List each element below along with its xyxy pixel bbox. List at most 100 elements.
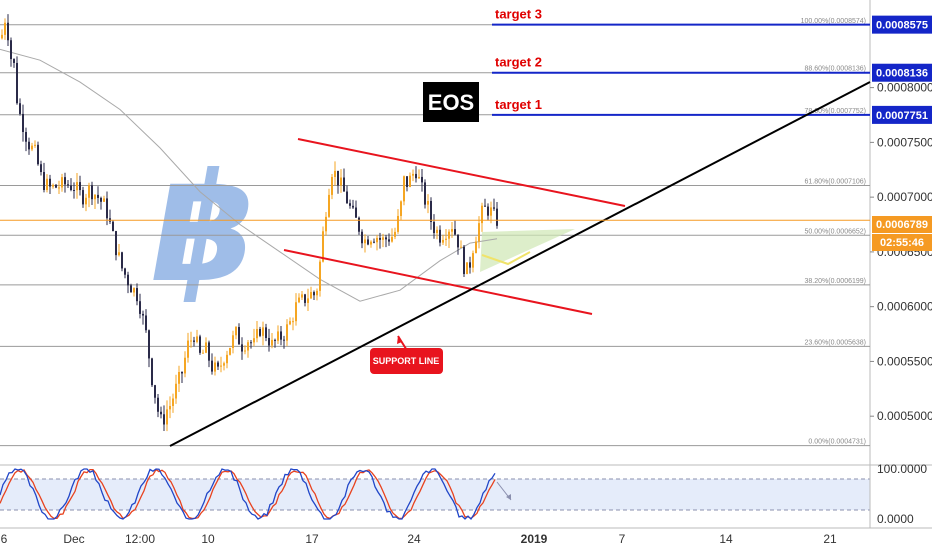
candle-body <box>358 217 360 232</box>
candle-body <box>487 206 489 216</box>
triangle-zone <box>480 229 575 272</box>
candle-body <box>97 194 99 198</box>
candle-body <box>70 185 72 190</box>
candle-body <box>163 414 165 425</box>
target-price-tag <box>872 15 932 34</box>
candle-body <box>463 246 465 275</box>
candle-body <box>292 321 294 323</box>
candle-body <box>100 197 102 202</box>
candle-body <box>328 194 330 217</box>
candle-body <box>196 336 198 342</box>
candle-body <box>388 239 390 242</box>
candle-body <box>436 229 438 234</box>
candle-body <box>10 40 12 60</box>
candle-body <box>52 184 54 187</box>
candle-body <box>469 262 471 268</box>
candle-body <box>46 178 48 190</box>
candle-body <box>187 340 189 358</box>
time-tick-label: Dec <box>63 532 84 546</box>
candle-body <box>322 231 324 262</box>
candle-body <box>352 205 354 208</box>
channel-upper-line <box>297 138 626 207</box>
candle-body <box>181 372 183 374</box>
candle-body <box>175 383 177 399</box>
candle-body <box>172 398 174 406</box>
candle-body <box>295 302 297 322</box>
candle-body <box>142 313 144 316</box>
candle-body <box>82 190 84 205</box>
candle-body <box>16 62 18 104</box>
candle-body <box>283 339 285 341</box>
candle-body <box>55 184 57 188</box>
candle-body <box>316 290 318 296</box>
candle-body <box>319 261 321 291</box>
candle-body <box>193 340 195 342</box>
candle-body <box>325 216 327 232</box>
candle-body <box>73 189 75 191</box>
candle-body <box>136 288 138 302</box>
time-tick-label: 24 <box>407 532 421 546</box>
countdown-tag <box>872 234 932 251</box>
time-tick-label: 17 <box>305 532 319 546</box>
candle-body <box>106 198 108 219</box>
candle-body <box>478 223 480 242</box>
candle-body <box>361 231 363 244</box>
channel-lower-line <box>283 249 593 315</box>
countdown-value: 02:55:46 <box>880 237 924 249</box>
oscillator-axis: 100.0000 0.0000 <box>877 462 927 526</box>
candle-body <box>256 328 258 339</box>
candle-body <box>298 297 300 303</box>
candle-body <box>304 294 306 303</box>
candles-layer <box>1 14 498 432</box>
time-tick-label: 2019 <box>521 532 548 546</box>
candle-body <box>379 237 381 240</box>
oscillator-tick-label: 100.0000 <box>877 462 927 476</box>
candle-body <box>58 187 60 189</box>
candle-body <box>61 177 63 188</box>
support-arrow-head <box>397 336 402 344</box>
candle-body <box>397 215 399 232</box>
candle-body <box>466 262 468 275</box>
candle-body <box>433 221 435 234</box>
candle-body <box>31 145 33 150</box>
candle-body <box>418 176 420 179</box>
candle-body <box>4 22 6 35</box>
price-axis: 0.00080000.00075000.00070000.00065000.00… <box>870 81 932 423</box>
oscillator-signal-line <box>0 468 496 520</box>
candle-body <box>445 238 447 240</box>
fib-level-label: 100.00%(0.0008574) <box>801 18 866 25</box>
candle-body <box>88 185 90 198</box>
candle-body <box>232 335 234 348</box>
candle-body <box>220 365 222 367</box>
candle-body <box>373 241 375 243</box>
candle-body <box>43 172 45 190</box>
candle-body <box>451 229 453 232</box>
candle-body <box>457 234 459 248</box>
fib-level-label: 88.60%(0.0008136) <box>805 66 867 73</box>
candle-body <box>169 405 171 410</box>
candle-body <box>112 221 114 232</box>
candle-body <box>274 339 276 341</box>
candle-body <box>313 292 315 296</box>
candle-body <box>64 177 66 185</box>
time-tick-label: 21 <box>823 532 837 546</box>
candle-body <box>7 22 9 41</box>
candle-body <box>67 184 69 186</box>
target-label: target 2 <box>495 55 542 70</box>
candle-body <box>154 385 156 398</box>
current-price-value: 0.0006789 <box>876 219 928 231</box>
target-label: target 1 <box>495 97 542 112</box>
candle-body <box>157 397 159 412</box>
candle-body <box>259 328 261 336</box>
candle-body <box>442 239 444 243</box>
candle-body <box>241 344 243 352</box>
candle-body <box>472 253 474 268</box>
candle-body <box>202 352 204 354</box>
candle-body <box>415 173 417 179</box>
candle-body <box>409 175 411 187</box>
candle-body <box>76 182 78 191</box>
candle-body <box>199 336 201 353</box>
yellow-projection-line <box>481 251 531 266</box>
fib-level-label: 23.60%(0.0005638) <box>805 339 867 346</box>
